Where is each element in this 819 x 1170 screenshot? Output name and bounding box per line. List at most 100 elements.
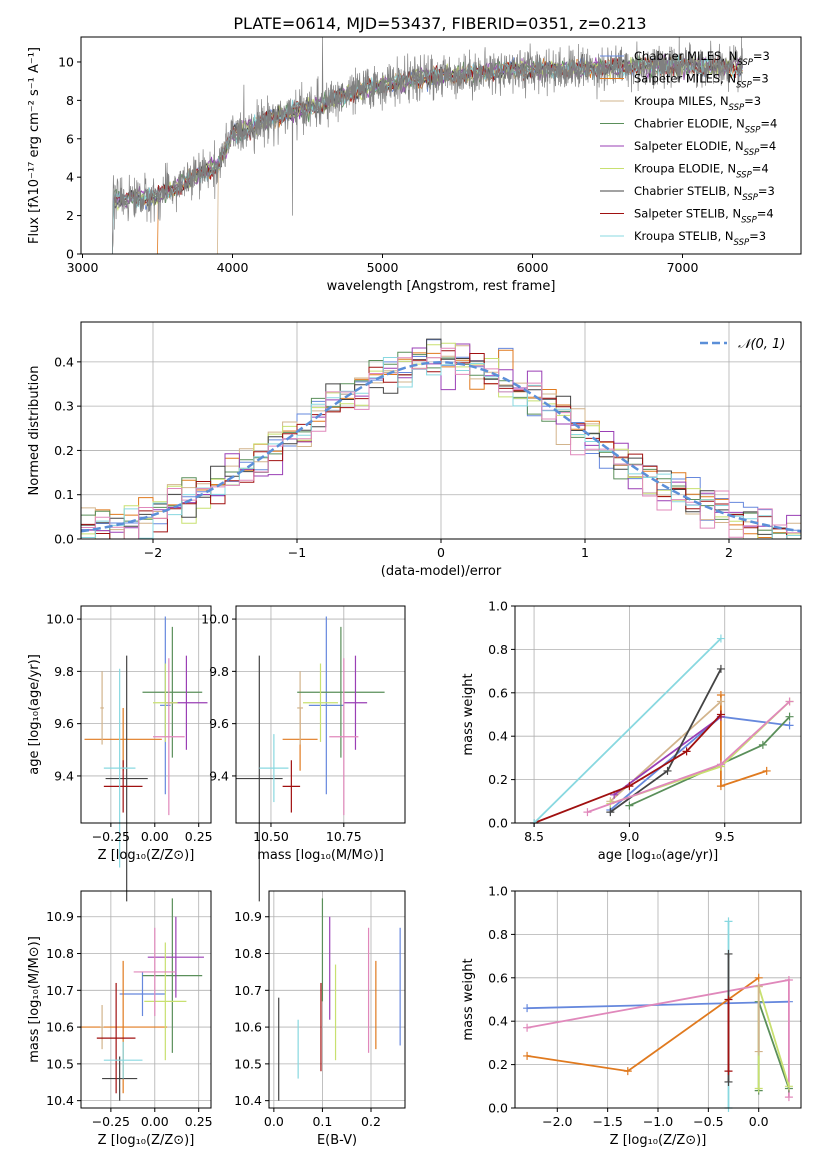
weight-marker <box>754 1047 763 1056</box>
errorbar-point <box>308 616 344 795</box>
x-tick-label: 7000 <box>667 260 699 275</box>
y-tick-label: 10.0 <box>46 612 74 627</box>
x-axis-label: age [log₁₀(age/yr)] <box>598 848 719 863</box>
y-tick-label: 10.7 <box>46 983 74 998</box>
gaussian-curve <box>81 361 801 533</box>
weight-marker <box>523 1023 532 1032</box>
weight-marker <box>784 1093 793 1102</box>
errorbar-point <box>282 760 301 813</box>
y-tick-label: 10.9 <box>234 909 262 924</box>
y-tick-label: 2 <box>66 208 74 223</box>
x-tick-label: 8.5 <box>524 829 544 844</box>
errorbars <box>278 898 401 1101</box>
x-axis-label: Z [log₁₀(Z/Z⊙)] <box>98 1133 195 1148</box>
axes-frame <box>514 605 802 824</box>
x-tick-label: 0 <box>437 545 445 560</box>
y-tick-label: 0.6 <box>488 685 508 700</box>
x-tick-label: 0.25 <box>185 1114 213 1129</box>
errorbar-point <box>297 671 304 745</box>
weight-marker <box>716 634 725 643</box>
y-tick-label: 6 <box>66 131 74 146</box>
weight-marker <box>762 766 771 775</box>
x-tick-label: −1.5 <box>592 1114 622 1129</box>
errorbar-point <box>142 626 203 758</box>
y-tick-label: 0.3 <box>54 399 74 414</box>
weight-line <box>609 668 722 813</box>
weight-line <box>533 637 722 824</box>
legend-label: 𝒩(0, 1) <box>738 337 785 352</box>
weight-marker <box>724 1067 733 1076</box>
x-tick-label: 10.75 <box>326 829 362 844</box>
y-tick-label: 0.2 <box>488 772 508 787</box>
weight-marker <box>716 710 725 719</box>
weight-marker <box>583 808 592 817</box>
data-line <box>112 37 743 254</box>
y-tick-label: 10.8 <box>234 946 262 961</box>
legend-label: Kroupa ELODIE, NSSP=4 <box>634 162 769 181</box>
y-axis-label: Flux [fλ10⁻¹⁷ erg cm⁻² s⁻¹ A⁻¹] <box>27 47 42 244</box>
y-axis-label: mass weight <box>461 958 476 1040</box>
x-tick-label: −0.5 <box>693 1114 723 1129</box>
errorbar-point <box>105 655 148 902</box>
x-axis-label: mass [log₁₀(M/M⊙)] <box>257 848 384 863</box>
x-tick-label: −2 <box>144 545 162 560</box>
weight-marker <box>625 801 634 810</box>
x-tick-label: −1.0 <box>643 1114 673 1129</box>
axes-frame <box>268 890 406 1109</box>
x-tick-label: −1 <box>288 545 306 560</box>
weight-marker <box>716 760 725 769</box>
y-tick-label: 9.8 <box>209 664 229 679</box>
x-tick-label: 0.0 <box>749 1114 769 1129</box>
x-tick-label: 4000 <box>217 260 249 275</box>
weight-marker <box>785 712 794 721</box>
errorbar-point <box>102 1056 138 1101</box>
legend-label: Salpeter STELIB, NSSP=4 <box>634 207 774 226</box>
weight-line <box>527 1000 789 1010</box>
weight-marker <box>784 975 793 984</box>
errorbar-point <box>329 658 359 816</box>
x-axis-label: Z [log₁₀(Z/Z⊙)] <box>98 848 195 863</box>
y-axis-label: Normed distribution <box>27 366 42 496</box>
errorbar-point <box>153 658 185 816</box>
legend-label: Salpeter ELODIE, NSSP=4 <box>634 139 776 158</box>
y-tick-label: 0.2 <box>488 1057 508 1072</box>
errorbar-point <box>119 971 166 1017</box>
errorbars <box>236 616 385 902</box>
legend-label: Salpeter MILES, NSSP=3 <box>634 72 769 91</box>
x-tick-label: 5000 <box>367 260 399 275</box>
x-axis-label: wavelength [Angstrom, rest frame] <box>327 279 556 294</box>
model-line <box>217 56 743 254</box>
weight-marker <box>754 1084 763 1093</box>
y-tick-label: 1.0 <box>488 599 508 614</box>
y-tick-label: 10.4 <box>46 1093 74 1108</box>
axes-frame <box>80 36 802 255</box>
weight-line <box>533 713 722 824</box>
y-tick-label: 10.7 <box>234 983 262 998</box>
errorbar-point <box>96 982 136 1094</box>
x-tick-label: 0.0 <box>264 1114 284 1129</box>
y-tick-label: 0.6 <box>488 970 508 985</box>
page-title: PLATE=0614, MJD=53437, FIBERID=0351, z=0… <box>233 14 646 33</box>
weight-marker <box>523 1051 532 1060</box>
y-tick-label: 10.9 <box>46 909 74 924</box>
weight-marker <box>754 973 763 982</box>
y-tick-label: 10.6 <box>46 1020 74 1035</box>
x-axis-label: (data-model)/error <box>381 564 502 579</box>
errorbar-point <box>259 734 289 803</box>
y-tick-label: 0.8 <box>488 642 508 657</box>
weight-marker <box>724 917 733 926</box>
y-tick-label: 0.1 <box>54 487 74 502</box>
y-axis-label: age [log₁₀(age/yr)] <box>27 654 42 775</box>
y-tick-label: 0.4 <box>488 729 508 744</box>
weight-marker <box>716 697 725 706</box>
y-tick-label: 9.4 <box>54 768 74 783</box>
y-tick-label: 10.5 <box>46 1056 74 1071</box>
weight-lines <box>523 917 793 1112</box>
weight-marker <box>754 982 763 991</box>
x-tick-label: 0.00 <box>141 829 169 844</box>
y-tick-label: 1.0 <box>488 884 508 899</box>
y-tick-label: 10.4 <box>234 1093 262 1108</box>
y-tick-label: 9.6 <box>209 716 229 731</box>
y-tick-label: 9.8 <box>54 664 74 679</box>
